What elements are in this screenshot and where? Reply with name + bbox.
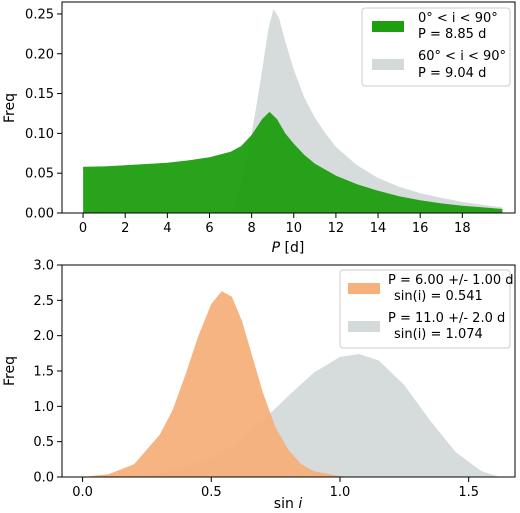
top-plot-frame bbox=[61, 1, 516, 214]
bottom-ytick-label: 3.0 bbox=[33, 259, 54, 274]
top-xtick-label: 2 bbox=[121, 221, 129, 236]
bottom-series-0-area bbox=[82, 291, 366, 477]
bottom-legend-label-1-line2: sin(i) = 1.074 bbox=[394, 327, 483, 342]
bottom-xtick-label: 0.5 bbox=[201, 485, 222, 500]
top-ytick-label: 0.20 bbox=[25, 47, 54, 62]
bottom-xlabel: sin i bbox=[274, 496, 303, 512]
bottom-series-1-area bbox=[108, 354, 500, 477]
bottom-ytick-label: 1.5 bbox=[33, 365, 54, 380]
top-xtick-label: 14 bbox=[370, 221, 387, 236]
bottom-xtick-label: 1.5 bbox=[458, 485, 479, 500]
top-series-0-area bbox=[83, 111, 503, 213]
chart-bottom: 0.0 0.5 1.0 1.50.00.51.01.52.02.53.0 sin i … bbox=[2, 259, 516, 512]
top-ytick-label: 0.25 bbox=[25, 7, 54, 22]
top-xtick-label: 8 bbox=[247, 221, 255, 236]
bottom-ytick-label: 2.5 bbox=[33, 294, 54, 309]
bottom-legend-label-0-line2: sin(i) = 0.541 bbox=[394, 289, 483, 304]
top-legend: 0° < i < 90° P = 8.85 d 60° < i < 90° P … bbox=[361, 7, 511, 87]
top-ytick-label: 0.05 bbox=[25, 167, 54, 182]
top-legend-label-0-line1: 0° < i < 90° bbox=[418, 11, 498, 26]
top-legend-swatch-0 bbox=[372, 21, 404, 32]
top-xtick-label: 6 bbox=[205, 221, 213, 236]
top-legend-label-0-line2: P = 8.85 d bbox=[418, 27, 486, 42]
top-ytick-label: 0.00 bbox=[25, 207, 54, 222]
bottom-ytick-label: 0.0 bbox=[33, 471, 54, 486]
chart-top: 0 2 4 6 8 10 12 14 16 180.000.050.100.150.200.25 … bbox=[2, 1, 516, 256]
bottom-xtick-label: 1.0 bbox=[330, 485, 351, 500]
bottom-xtick-label: 0.0 bbox=[72, 485, 93, 500]
top-xtick-label: 0 bbox=[79, 221, 87, 236]
bottom-legend-frame bbox=[339, 269, 511, 349]
top-xtick-label: 12 bbox=[328, 221, 345, 236]
top-xlabel: P [d] bbox=[272, 240, 305, 256]
top-xtick-label: 4 bbox=[163, 221, 171, 236]
bottom-ytick-label: 0.5 bbox=[33, 435, 54, 450]
bottom-legend-swatch-1 bbox=[348, 321, 380, 332]
top-ytick-label: 0.10 bbox=[25, 127, 54, 142]
top-legend-swatch-1 bbox=[372, 59, 404, 70]
bottom-ytick-label: 1.0 bbox=[33, 400, 54, 415]
top-xtick-label: 16 bbox=[412, 221, 429, 236]
top-ytick-label: 0.15 bbox=[25, 87, 54, 102]
bottom-legend-label-0-line1: P = 6.00 +/- 1.00 d bbox=[388, 273, 514, 288]
top-xtick-label: 18 bbox=[454, 221, 471, 236]
top-legend-label-1-line2: P = 9.04 d bbox=[418, 66, 486, 81]
bottom-ytick-label: 2.0 bbox=[33, 329, 54, 344]
top-ylabel: Freq bbox=[2, 93, 18, 123]
top-legend-label-1-line1: 60° < i < 90° bbox=[418, 49, 506, 64]
bottom-legend-label-1-line1: P = 11.0 +/- 2.0 d bbox=[388, 311, 505, 326]
bottom-ylabel: Freq bbox=[2, 356, 18, 386]
bottom-legend-swatch-0 bbox=[348, 283, 380, 294]
top-xtick-label: 10 bbox=[285, 221, 302, 236]
bottom-legend: P = 6.00 +/- 1.00 d sin(i) = 0.541 P = 1… bbox=[339, 269, 514, 349]
